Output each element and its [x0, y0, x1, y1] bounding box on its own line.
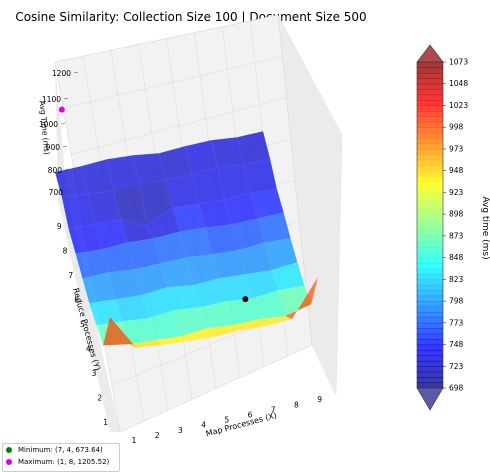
colorbar-tick-label: 823 — [449, 275, 464, 284]
y-tick-label: 7 — [68, 271, 73, 280]
colorbar-tick-label: 698 — [449, 384, 464, 393]
colorbar-tick-label: 1048 — [449, 79, 468, 88]
colorbar-tick-label: 923 — [449, 188, 464, 197]
colorbar-tick-label: 998 — [449, 123, 464, 132]
x-tick-label: 3 — [178, 426, 183, 435]
colorbar-tick-label: 1073 — [449, 58, 468, 67]
x-tick-label: 4 — [201, 421, 206, 430]
colorbar-tick-label: 873 — [449, 231, 464, 240]
y-tick-label: 1 — [103, 418, 108, 427]
colorbar-tick-label: 1023 — [449, 101, 468, 110]
colorbar-tick-label: 898 — [449, 210, 464, 219]
colorbar-tick-label: 723 — [449, 362, 464, 371]
z-tick-label: 700 — [49, 188, 64, 197]
x-axis-label: Map Processes (X) — [205, 411, 278, 439]
colorbar-label: Avg time (ms) — [480, 196, 490, 259]
colorbar-tick-label: 798 — [449, 297, 464, 306]
colorbar-bottom-arrow — [417, 388, 443, 410]
colorbar-tick-label: 848 — [449, 253, 464, 262]
colorbar-top-arrow — [417, 45, 443, 62]
maximum-dot-icon — [6, 459, 12, 465]
x-tick-label: 9 — [317, 395, 322, 404]
z-tick-label: 1200 — [52, 69, 71, 78]
y-tick-label: 2 — [97, 394, 102, 403]
legend-label-minimum: Minimum: (7, 4, 673.64) — [18, 446, 103, 454]
x-tick-label: 1 — [132, 436, 137, 445]
colorbar-tick-label: 748 — [449, 340, 464, 349]
x-tick-label: 8 — [294, 400, 299, 409]
x-tick-label: 2 — [155, 431, 160, 440]
legend-item-maximum: Maximum: (1, 8, 1205.52) — [3, 456, 119, 468]
maximum-marker — [59, 107, 65, 113]
minimum-marker — [242, 296, 248, 302]
colorbar: 1073 1048 1023 998 973 948 923 898 873 848 823 798 7… — [417, 45, 490, 410]
y-tick-label: 9 — [57, 222, 62, 231]
legend: Minimum: (7, 4, 673.64) Maximum: (1, 8, … — [2, 443, 120, 472]
minimum-dot-icon — [6, 447, 12, 453]
colorbar-tick-label: 973 — [449, 144, 464, 153]
y-tick-label: 8 — [63, 247, 68, 256]
colorbar-tick-label: 948 — [449, 166, 464, 175]
legend-item-minimum: Minimum: (7, 4, 673.64) — [3, 444, 119, 456]
z-tick-label: 800 — [48, 166, 63, 175]
legend-label-maximum: Maximum: (1, 8, 1205.52) — [18, 458, 109, 466]
chart-title: Cosine Similarity: Collection Size 100 |… — [15, 10, 366, 24]
colorbar-tick-label: 773 — [449, 318, 464, 327]
